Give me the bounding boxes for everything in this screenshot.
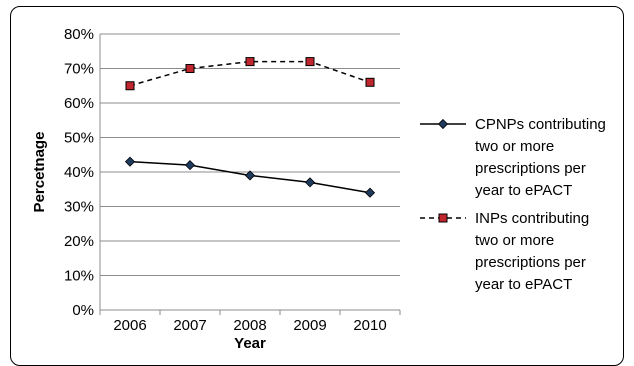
chart-frame [10, 6, 624, 366]
y-tick-label: 60% [64, 95, 94, 112]
data-point [184, 160, 196, 171]
x-tick-label: 2010 [353, 317, 386, 334]
legend-label: INPs contributing [475, 210, 589, 227]
data-point [365, 77, 375, 87]
series [124, 57, 376, 198]
legend-marker [438, 213, 448, 223]
x-tick-label: 2006 [113, 317, 146, 334]
y-tick-label: 40% [64, 164, 94, 181]
legend-label: prescriptions per [475, 160, 586, 177]
x-tick-label: 2008 [233, 317, 266, 334]
x-axis-label: Year [234, 335, 266, 350]
legend-label: year to ePACT [475, 182, 572, 199]
x-tick-label: 2009 [293, 317, 326, 334]
data-point [185, 64, 195, 73]
y-tick-label: 30% [64, 199, 94, 216]
data-point [124, 156, 136, 167]
legend-label: year to ePACT [475, 276, 572, 293]
data-point [364, 187, 376, 198]
line-chart: 0%10%20%30%40%50%60%70%80% 2006 2007 2008 2… [31, 26, 606, 350]
series-2 [125, 57, 375, 91]
legend-marker [437, 118, 449, 130]
data-point [304, 177, 316, 188]
legend-entry-2: INPs contributing two or more prescription… [420, 210, 589, 293]
x-tick-labels: 2006 2007 2008 2009 2010 [113, 317, 386, 334]
series-1 [124, 156, 376, 198]
legend-label: two or more [475, 232, 554, 249]
legend-label: prescriptions per [475, 254, 586, 271]
data-point [125, 81, 135, 91]
y-tick-label: 80% [64, 26, 94, 43]
y-tick-label: 70% [64, 61, 94, 78]
y-axis-label: Percetnage [31, 132, 48, 213]
y-tick-labels: 0% 10% 20% 30% 40% 50% 60% 70% 80% [64, 26, 94, 319]
legend: CPNPs contributing two or more prescriptio… [420, 116, 606, 293]
y-tick-label: 10% [64, 268, 94, 285]
y-tick-label: 50% [64, 130, 94, 147]
legend-label: two or more [475, 138, 554, 155]
y-tick-label: 20% [64, 233, 94, 250]
legend-label: CPNPs contributing [475, 116, 606, 133]
axes [99, 34, 401, 315]
data-point [244, 170, 256, 181]
y-tick-label: 0% [72, 302, 94, 319]
x-tick-label: 2007 [173, 317, 206, 334]
data-point [305, 57, 315, 67]
legend-entry-1: CPNPs contributing two or more prescriptio… [420, 116, 606, 199]
data-point [245, 57, 255, 67]
gridlines [100, 33, 400, 276]
